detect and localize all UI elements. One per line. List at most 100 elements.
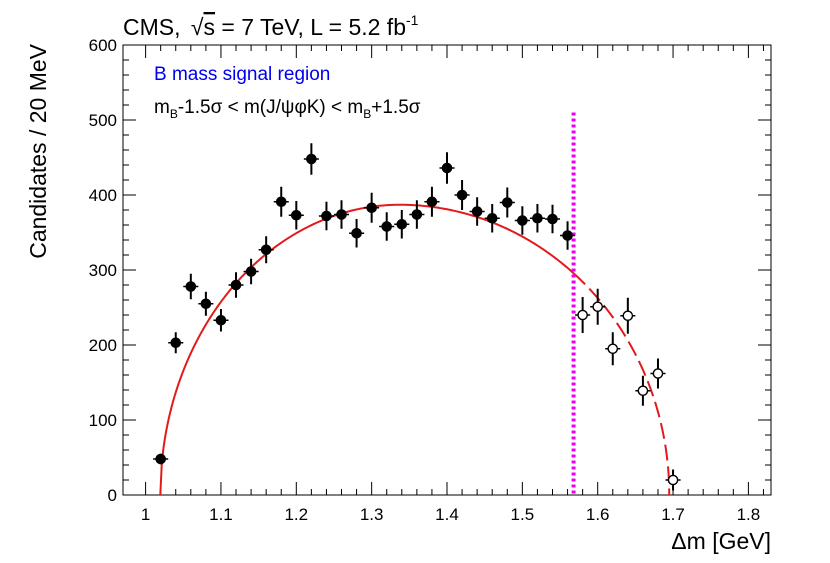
x-tick-label: 1.1 xyxy=(209,505,233,524)
mass-cut-end: +1.5σ xyxy=(371,97,421,118)
data-point xyxy=(153,453,169,465)
y-tick-label: 300 xyxy=(89,261,117,280)
marker xyxy=(486,212,498,224)
marker xyxy=(185,281,197,292)
marker xyxy=(562,230,573,241)
mass-cut-sub-2: B xyxy=(363,107,371,121)
mass-cut-m: m xyxy=(154,97,170,118)
marker xyxy=(396,218,408,230)
open-data-point xyxy=(575,297,591,333)
data-point xyxy=(379,212,395,241)
header-energy-lumi: = 7 TeV, L = 5.2 fb xyxy=(215,14,406,40)
data-point xyxy=(484,204,500,233)
marker xyxy=(336,209,347,220)
header-lumi-exponent: -1 xyxy=(406,12,419,28)
x-tick-label: 1 xyxy=(141,505,150,524)
y-tick-label: 200 xyxy=(89,336,117,355)
data-point xyxy=(394,210,410,239)
marker xyxy=(592,301,603,313)
marker xyxy=(306,153,317,165)
x-tick-label: 1.2 xyxy=(284,505,308,524)
fit-curve-solid xyxy=(159,203,575,496)
data-point xyxy=(454,180,470,210)
fit-curve-dashed xyxy=(572,272,671,496)
marker xyxy=(441,162,453,174)
marker xyxy=(577,309,588,321)
marker xyxy=(381,221,393,232)
data-point xyxy=(228,272,244,298)
x-tick-label: 1.6 xyxy=(586,505,610,524)
data-point xyxy=(529,204,545,233)
marker xyxy=(170,337,182,349)
open-data-point xyxy=(590,288,606,325)
x-tick-label: 1.3 xyxy=(360,505,384,524)
marker xyxy=(517,215,528,226)
marker xyxy=(637,385,649,397)
marker xyxy=(411,209,423,220)
data-point xyxy=(514,206,530,235)
open-data-point xyxy=(620,297,636,334)
axes: 1 1.1 1.2 1.3 1.4 1.5 1.6 1.7 1.8 0 100 200 300 400 50… xyxy=(89,36,771,524)
sqrt-symbol: √ xyxy=(191,14,204,40)
data-point xyxy=(303,143,319,175)
marker xyxy=(230,279,242,291)
marker xyxy=(501,197,513,208)
fit-curve-group xyxy=(159,203,671,496)
marker xyxy=(260,244,272,256)
y-axis-label: Candidates / 20 MeV xyxy=(25,43,51,258)
open-data-point xyxy=(650,358,666,389)
y-tick-label: 0 xyxy=(108,486,117,505)
marker xyxy=(291,209,302,221)
data-point xyxy=(198,291,214,316)
data-point xyxy=(273,186,289,217)
mass-cut-label: mB-1.5σ < m(J/ψφK) < mB+1.5σ xyxy=(154,97,421,121)
y-tick-label: 500 xyxy=(89,111,117,130)
open-data-point xyxy=(605,332,621,366)
data-point xyxy=(288,201,304,230)
y-tick-label: 600 xyxy=(89,36,117,55)
data-point xyxy=(183,273,199,300)
open-data-point xyxy=(665,469,681,491)
data-point xyxy=(168,332,184,354)
x-tick-label: 1.5 xyxy=(511,505,535,524)
data-point xyxy=(258,236,274,264)
marker xyxy=(622,310,634,322)
marker xyxy=(652,368,664,379)
marker xyxy=(351,227,362,239)
marker xyxy=(456,189,468,201)
data-point xyxy=(243,258,259,285)
mass-cut-sub-1: B xyxy=(170,107,178,121)
x-axis-label: Δm [GeV] xyxy=(671,528,771,554)
data-point xyxy=(439,152,455,184)
marker xyxy=(215,314,227,326)
data-point xyxy=(364,192,380,223)
header-experiment: CMS, xyxy=(123,14,181,40)
x-tick-label: 1.4 xyxy=(435,505,459,524)
marker xyxy=(607,343,619,355)
data-point xyxy=(333,200,350,229)
marker xyxy=(667,474,679,486)
open-data-point xyxy=(635,375,651,406)
marker xyxy=(155,453,166,465)
data-point xyxy=(424,186,440,217)
marker xyxy=(532,212,543,224)
marker xyxy=(275,196,287,208)
y-tick-label: 400 xyxy=(89,186,117,205)
data-point xyxy=(213,309,229,332)
y-tick-label: 100 xyxy=(89,411,117,430)
marker xyxy=(426,196,438,208)
x-tick-label: 1.7 xyxy=(661,505,685,524)
data-point xyxy=(469,197,485,226)
data-point xyxy=(544,204,561,234)
data-points xyxy=(153,143,681,491)
signal-region-label: B mass signal region xyxy=(154,64,330,85)
chart-header: CMS, √s = 7 TeV, L = 5.2 fb-1 xyxy=(123,12,419,40)
marker xyxy=(245,266,257,277)
marker xyxy=(547,213,558,225)
header-sqrt-s: s xyxy=(204,14,216,40)
x-tick-label: 1.8 xyxy=(737,505,761,524)
data-point xyxy=(499,187,515,218)
marker xyxy=(321,210,332,222)
marker xyxy=(366,202,377,214)
